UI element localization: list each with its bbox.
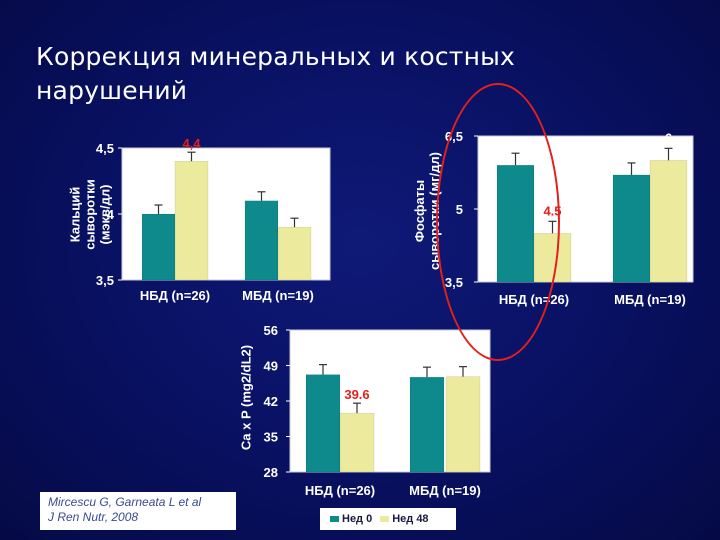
y-tick-label: 28 — [264, 465, 278, 480]
category-label: НБД (n=26) — [305, 483, 375, 498]
data-label: 4 — [155, 189, 163, 204]
highlight-oval — [436, 83, 560, 361]
category-label: МБД (n=19) — [614, 292, 686, 307]
bar — [339, 412, 375, 473]
data-label: 46,8 — [450, 351, 475, 366]
bar — [612, 174, 651, 283]
data-label: 5,7 — [622, 145, 640, 160]
y-tick-label: 3,5 — [96, 273, 114, 288]
legend-item-week0: Нед 0 — [330, 513, 372, 525]
legend-label-week48: Нед 48 — [392, 513, 429, 525]
data-label: 6 — [665, 130, 672, 145]
category-label: НБД (n=26) — [140, 288, 210, 303]
y-tick-label: 4 — [107, 207, 115, 222]
citation-text: Mircescu G, Garneata L et al J Ren Nutr,… — [48, 495, 202, 524]
citation: Mircescu G, Garneata L et al J Ren Nutr,… — [40, 492, 236, 530]
bar — [174, 160, 209, 281]
bar — [445, 376, 481, 473]
data-label: 46,7 — [414, 351, 439, 366]
data-label: 3,9 — [285, 202, 303, 217]
data-label: 4,1 — [252, 176, 270, 191]
data-label: 4,4 — [182, 136, 201, 151]
y-tick-label: 42 — [264, 394, 278, 409]
y-tick-label: 56 — [264, 323, 278, 338]
data-label: 47,2 — [310, 349, 335, 364]
caxp-y-axis-label: Ca x P (mg2/dL2) — [238, 344, 254, 451]
bar — [305, 374, 341, 473]
legend-swatch-week0 — [330, 516, 339, 522]
bar — [244, 200, 279, 281]
y-tick-label: 35 — [264, 430, 278, 445]
category-label: МБД (n=19) — [242, 288, 314, 303]
bar — [141, 213, 176, 281]
legend-swatch-week48 — [380, 516, 390, 522]
y-tick-label: 4,5 — [96, 141, 114, 156]
bar — [409, 376, 445, 473]
legend-label-week0: Нед 0 — [342, 513, 373, 525]
legend-item-week48: Нед 48 — [380, 513, 429, 525]
category-label: МБД (n=19) — [409, 483, 481, 498]
bar — [277, 226, 312, 281]
data-label: 39.6 — [344, 387, 369, 402]
legend: Нед 0 Нед 48 — [320, 508, 456, 530]
y-tick-label: 49 — [264, 359, 278, 374]
bar — [649, 160, 688, 283]
slide-title: Коррекция минеральных и костных нарушени… — [36, 42, 516, 105]
